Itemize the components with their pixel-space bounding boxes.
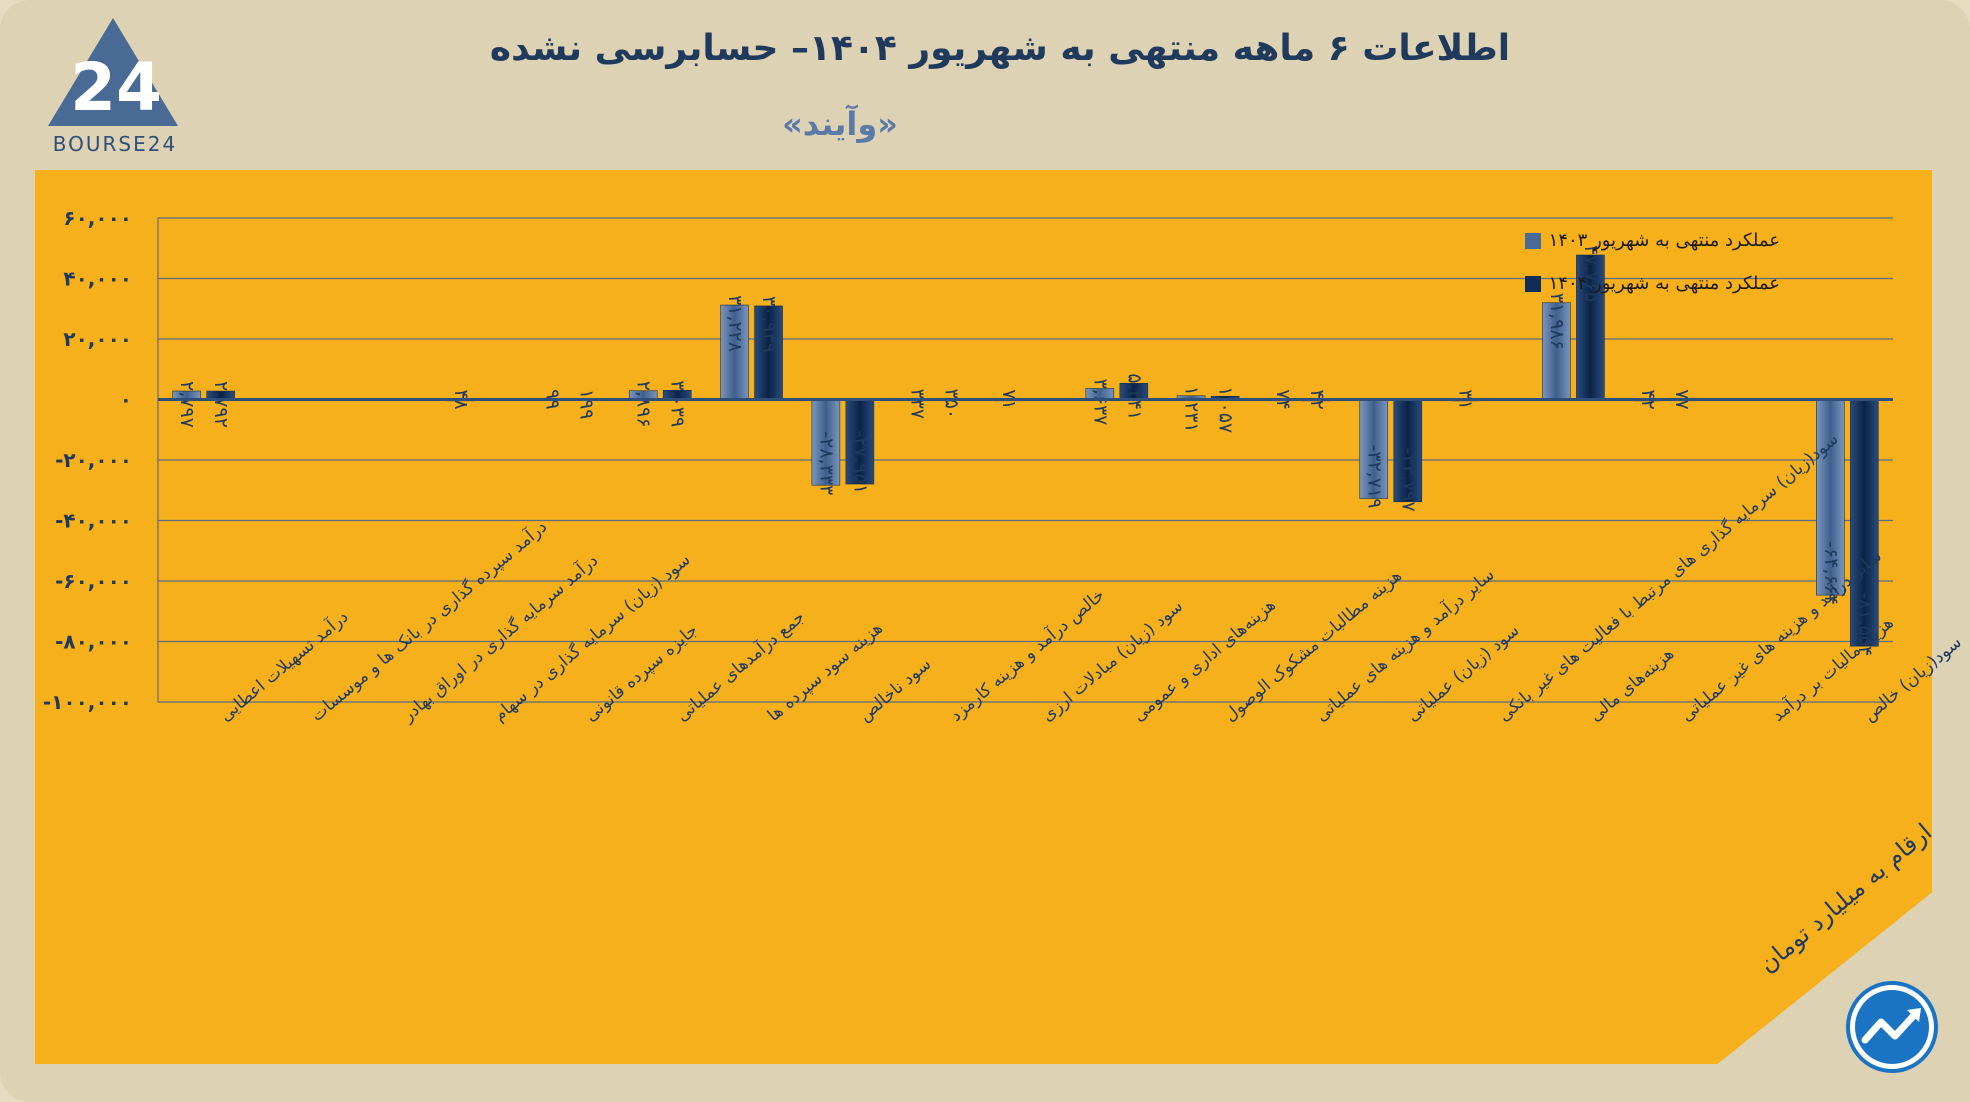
- data-label-1404: ۲,۷۹۲: [210, 381, 232, 428]
- data-label-1403: ۲,۸۹۶: [633, 381, 655, 428]
- y-tick-label: -۱۰۰,۰۰۰: [43, 690, 132, 714]
- bar-1403: [1542, 302, 1571, 400]
- trend-badge-icon: [1846, 981, 1938, 1073]
- data-label-1404: ۱۹۹: [575, 389, 597, 420]
- bar-1403: [720, 304, 749, 400]
- bourse24-logo: 24: [48, 18, 178, 126]
- legend-item-1403: عملکرد منتهی به شهریور ۱۴۰۳: [1480, 230, 1780, 251]
- chart-panel: [35, 170, 1932, 1064]
- data-label-1403: ۳۱,۲۲۸: [724, 295, 746, 352]
- category-label: هزینه‌های مالی: [1586, 644, 1678, 726]
- data-label-1404: ۳۰,۹۳۹: [758, 296, 780, 353]
- y-tick-label: ۲۰,۰۰۰: [63, 327, 132, 351]
- data-label-1403: ۱,۲۳۱: [1181, 386, 1203, 433]
- bar-1404: [1850, 399, 1879, 647]
- data-label-1404: ۵,۳۴۱: [1123, 373, 1145, 420]
- company-name: «وآیند»: [782, 105, 898, 143]
- data-label-1404: ۴۷,۷۶۵: [1580, 245, 1602, 302]
- y-tick-label: -۸۰,۰۰۰: [55, 630, 132, 654]
- bar-1403: [1816, 399, 1845, 596]
- data-label-1404: ۱,۰۵۷: [1215, 386, 1237, 433]
- bar-1404: [1576, 254, 1605, 400]
- y-tick-label: ۴۰,۰۰۰: [63, 267, 132, 291]
- data-label-1403: ۲,۷۹۷: [176, 381, 198, 428]
- category-label: خالص درآمد و هزینه کارمزد: [945, 584, 1108, 726]
- chart-legend: عملکرد منتهی به شهریور ۱۴۰۳ عملکرد منتهی…: [1480, 230, 1780, 316]
- bar-1403: [811, 399, 841, 486]
- legend-swatch-1403: [1524, 232, 1541, 249]
- data-label-1403: -۶۴,۶۶۴: [1820, 541, 1842, 605]
- y-tick-label: ۰: [120, 388, 132, 412]
- legend-swatch-1404: [1524, 275, 1541, 292]
- data-label-1404: ۳,۰۳۹: [667, 380, 689, 427]
- category-label: سود (زیان) سرمایه گذاری در سهام: [489, 549, 694, 726]
- bar-1404: [1393, 399, 1423, 503]
- legend-label-1403: عملکرد منتهی به شهریور ۱۴۰۳: [1548, 230, 1780, 251]
- logo-mark: 24: [70, 49, 162, 126]
- y-tick-label: ۶۰,۰۰۰: [63, 206, 132, 230]
- data-label-1404: ۳۵۰: [941, 388, 963, 419]
- y-tick-label: -۲۰,۰۰۰: [55, 448, 132, 472]
- data-label-1403: -۲۸,۳۳۳: [815, 431, 837, 495]
- y-tick-label: -۴۰,۰۰۰: [55, 509, 132, 533]
- data-label-1404: -۳۳,۷۹۷: [1397, 448, 1419, 512]
- logo-text: BOURSE24: [52, 132, 178, 156]
- data-label-1403: ۳,۶۳۷: [1089, 378, 1111, 425]
- category-label: سود(زیان) سرمایه گذاری های مرتبط با فعال…: [1494, 429, 1843, 726]
- data-label-1403: ۳۳۷: [907, 388, 929, 419]
- y-tick-label: -۶۰,۰۰۰: [55, 569, 132, 593]
- data-label-1403: -۳۲,۷۱۹: [1363, 445, 1385, 509]
- page-title: اطلاعات ۶ ماهه منتهی به شهریور ۱۴۰۴– حسا…: [489, 28, 1511, 69]
- data-label-1404: -۲۷,۹۵۱: [849, 430, 871, 494]
- category-label: درآمد سرمایه گذاری در اوراق بهادر: [397, 549, 603, 727]
- legend-item-1404: عملکرد منتهی به شهریور ۱۴۰۴: [1480, 273, 1780, 294]
- data-label-1404: -۸۱,۵۵۴: [1854, 592, 1876, 656]
- bar-1403: [1359, 399, 1389, 499]
- data-label-1403: ۳۱,۹۸۶: [1546, 293, 1568, 350]
- category-label: سود ناخالص: [855, 654, 935, 726]
- legend-label-1404: عملکرد منتهی به شهریور ۱۴۰۴: [1548, 273, 1780, 294]
